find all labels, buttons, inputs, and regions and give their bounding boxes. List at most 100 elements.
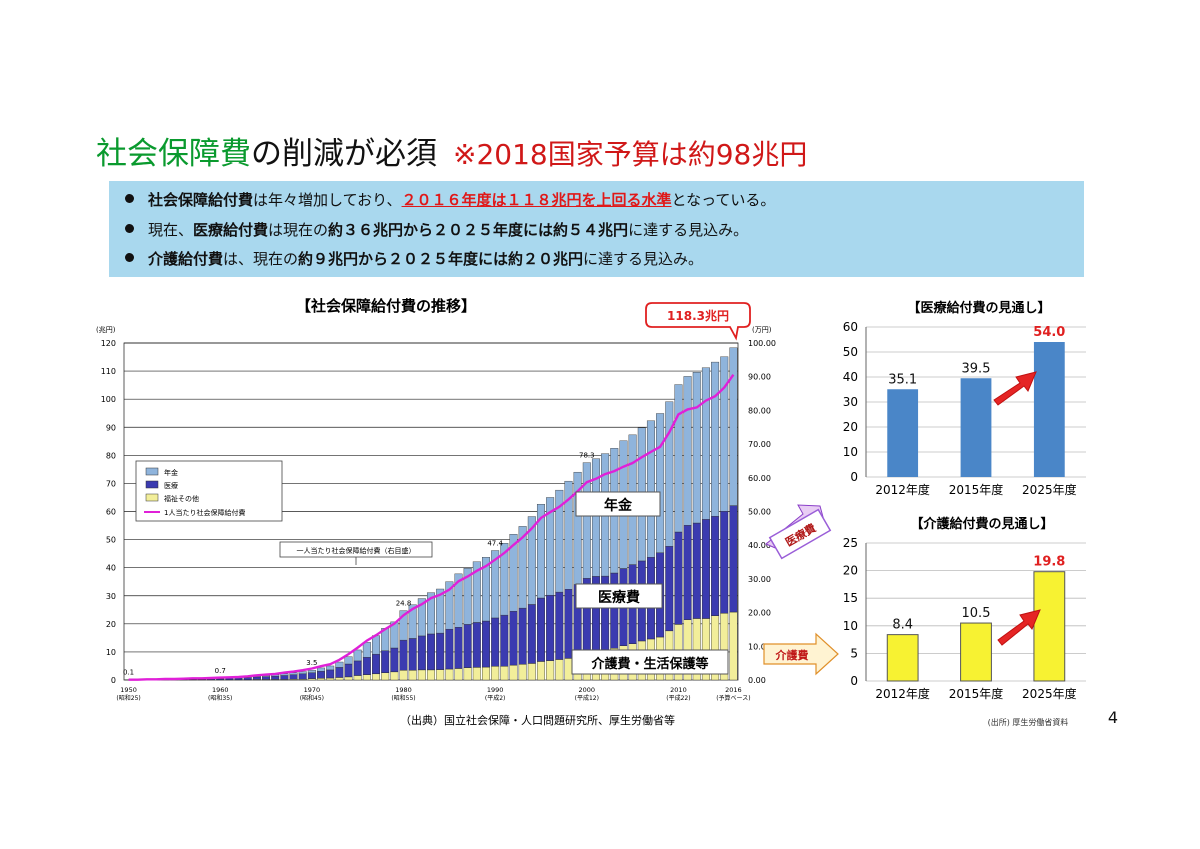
main-chart-title: 【社会保障給付費の推移】 (296, 297, 476, 315)
bar-medical (289, 674, 298, 680)
y-tick-label: 10 (843, 445, 858, 459)
legend-label-line: 1人当たり社会保障給付費 (164, 508, 245, 517)
bar-pension (399, 610, 408, 641)
bar-medical (683, 525, 692, 620)
bar-care (555, 659, 564, 681)
y-tick-label: 40 (843, 370, 858, 384)
bar-medical (482, 620, 490, 668)
bar-pension (518, 526, 527, 609)
page-title: 社会保障費の削減が必須 ※2018国家予算は約98兆円 (96, 128, 807, 173)
forecast-value-label: 54.0 (1033, 325, 1065, 340)
bar-medical (436, 632, 445, 670)
bullet-1-tail: となっている。 (671, 191, 776, 209)
bar-pension (408, 604, 417, 639)
y-tick-label: 40 (106, 564, 116, 573)
bar-medical (335, 667, 344, 678)
x-tick-year: 2000 (579, 686, 596, 694)
forecast-value-label: 19.8 (1033, 555, 1065, 570)
bullet-3-highlight: 約９兆円から２０２５年度には約２０兆円 (298, 250, 584, 268)
bar-care (536, 661, 545, 681)
left-axis-unit: (兆円) (96, 325, 116, 334)
bar-care (399, 669, 408, 681)
y2-tick-label: 40.00 (748, 541, 771, 550)
bar-pension (353, 649, 362, 662)
bullet-2-text: は現在の (268, 221, 329, 239)
bar-medical (298, 673, 307, 680)
bar-pension (509, 534, 518, 612)
bullet-2-key: 医療給付費 (193, 221, 269, 239)
y2-tick-label: 20.00 (748, 609, 771, 618)
bar-medical (665, 546, 674, 632)
x-tick-era: (昭和35) (208, 694, 232, 702)
bar-medical (720, 511, 729, 614)
care-pointer: 介護費 (763, 632, 839, 676)
bar-care (344, 676, 353, 681)
legend-box (135, 460, 283, 522)
bar-pension (344, 656, 353, 665)
bar-medical (527, 604, 536, 664)
bullet-2-head: 現在、 (148, 221, 194, 239)
bar-medical (362, 657, 371, 675)
bar-medical (472, 622, 481, 668)
legend-swatch-medical (145, 480, 159, 489)
bar-care (546, 660, 555, 681)
bar-medical (491, 617, 500, 667)
bullet-1-text: は年々増加しており、 (253, 191, 402, 209)
title-black: の削減が必須 (251, 136, 437, 172)
bullet-1-key: 社会保障給付費 (148, 191, 254, 209)
bullet-3-key: 介護給付費 (148, 250, 224, 268)
bar-medical (262, 676, 271, 680)
legend-label-care: 福祉その他 (164, 494, 199, 503)
bullet-dot-icon (125, 253, 134, 262)
bar-medical (445, 628, 454, 670)
bar-pension (674, 384, 683, 533)
bar-medical (399, 639, 408, 671)
forecast-bar (960, 378, 992, 477)
bar-medical (372, 653, 380, 675)
medical-pointer-label-box (768, 508, 832, 560)
line-label: 一人当たり社会保障給付費（右目盛） (297, 546, 416, 555)
bullet-2-tail: に達する見込み。 (628, 221, 749, 239)
bar-care (353, 675, 362, 681)
legend: 年金 医療 福祉その他 1人当たり社会保障給付費 (135, 460, 283, 522)
x-tick-era: (昭和55) (391, 694, 415, 702)
bar-pension (591, 458, 600, 577)
forecast-bar (886, 634, 919, 682)
bar-pension (500, 543, 509, 616)
bar-pension (307, 669, 316, 673)
bar-pension (298, 671, 307, 675)
y-tick-label: 5 (850, 646, 858, 660)
bar-pension (646, 420, 655, 558)
value-annotation: 3.5 (306, 659, 317, 667)
bar-care (454, 668, 463, 681)
bar-medical (243, 677, 252, 680)
bar-pension (445, 581, 454, 630)
y-tick-label: 15 (843, 591, 858, 605)
bar-medical (390, 647, 399, 673)
page-number: 4 (1107, 708, 1118, 727)
bar-medical (252, 676, 261, 680)
bar-medical (271, 675, 280, 680)
forecast-category-label: 2012年度 (875, 482, 930, 497)
bullet-2: 現在、医療給付費は現在の約３６兆円から２０２５年度には約５４兆円に達する見込み。 (125, 219, 748, 240)
bar-care (335, 677, 344, 681)
x-tick-year: 1960 (212, 686, 229, 694)
bar-pension (482, 557, 490, 622)
bar-medical (381, 650, 390, 673)
bar-care (564, 658, 573, 681)
bar-care (527, 663, 536, 681)
y-tick-label: 20 (843, 564, 858, 578)
bar-care (326, 677, 335, 681)
bar-pension (427, 592, 435, 635)
bar-care (445, 668, 454, 681)
bar-pension (280, 673, 289, 676)
bar-pension (555, 489, 564, 593)
bar-pension (582, 462, 591, 579)
bullet-3: 介護給付費は、現在の約９兆円から２０２５年度には約２０兆円に達する見込み。 (125, 248, 703, 269)
bar-pension (711, 361, 720, 517)
bar-care (390, 671, 399, 681)
bullet-1-highlight: ２０１６年度は１１８兆円を上回る水準 (401, 191, 672, 209)
bar-care (463, 667, 472, 681)
bar-care (518, 664, 527, 681)
bar-care (381, 672, 390, 681)
